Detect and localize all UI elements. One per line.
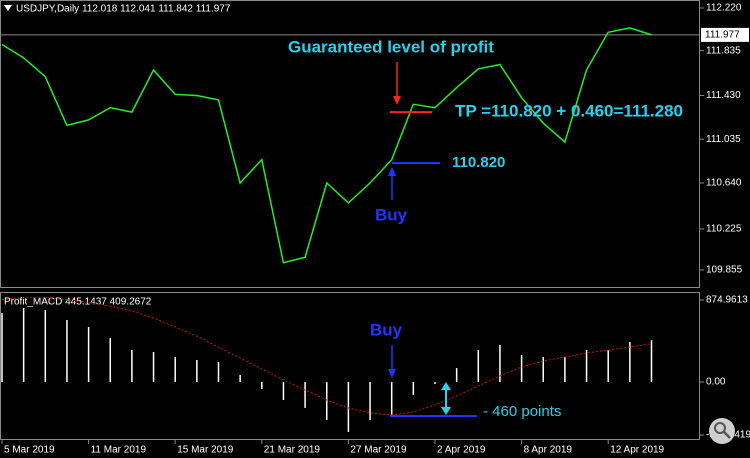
x-tick-label: 5 Mar 2019 xyxy=(4,445,55,456)
annotation-text: Buy xyxy=(375,205,408,224)
x-tick-label: 15 Mar 2019 xyxy=(177,445,234,456)
price-line xyxy=(1,27,652,264)
price-legend: USDJPY,Daily 112.018 112.041 111.842 111… xyxy=(16,4,231,15)
x-tick-label: 12 Apr 2019 xyxy=(610,445,664,456)
x-tick-label: 11 Mar 2019 xyxy=(91,445,147,456)
x-tick-label: 8 Apr 2019 xyxy=(524,445,573,456)
panel-icon xyxy=(4,5,12,11)
current-price-box xyxy=(701,27,749,42)
signal-line xyxy=(1,297,652,416)
x-tick-label: 21 Mar 2019 xyxy=(264,445,321,456)
y-tick-label: 110.225 xyxy=(706,224,742,235)
arrow-head xyxy=(388,369,396,378)
y-tick-label: 0.00 xyxy=(706,377,726,388)
macd-legend: Profit_MACD 445.1437 409.2672 xyxy=(4,297,152,308)
arrow-head xyxy=(393,96,401,105)
annotation-text: TP =110.820 + 0.460=111.280 xyxy=(455,102,683,121)
y-tick-label: 111.835 xyxy=(706,45,741,56)
zoom-button[interactable] xyxy=(709,418,735,444)
annotation-text: Guaranteed level of profit xyxy=(288,37,494,56)
y-tick-label: 874.9613 xyxy=(706,295,748,306)
arrow-head xyxy=(441,382,451,390)
annotation-text: 110.820 xyxy=(452,154,505,171)
y-tick-label: 109.855 xyxy=(706,265,743,276)
zoom-glass xyxy=(714,422,726,434)
y-tick-label: 112.220 xyxy=(706,3,742,14)
y-tick-label: 111.035 xyxy=(706,134,741,145)
price-panel-frame xyxy=(0,0,700,288)
y-tick-label: 111.430 xyxy=(706,90,741,101)
current-price-label: 111.977 xyxy=(705,30,740,41)
zoom-handle xyxy=(723,431,731,439)
macd-panel-frame xyxy=(0,292,700,440)
arrow-head xyxy=(388,167,396,176)
annotation-text: - 460 points xyxy=(483,403,561,420)
x-tick-label: 2 Apr 2019 xyxy=(437,445,486,456)
y-tick-label: 110.640 xyxy=(706,178,742,189)
zoom-icon[interactable] xyxy=(709,418,735,444)
annotation-text: Buy xyxy=(370,320,403,339)
x-tick-label: 27 Mar 2019 xyxy=(350,445,407,456)
arrow-head xyxy=(441,407,451,415)
